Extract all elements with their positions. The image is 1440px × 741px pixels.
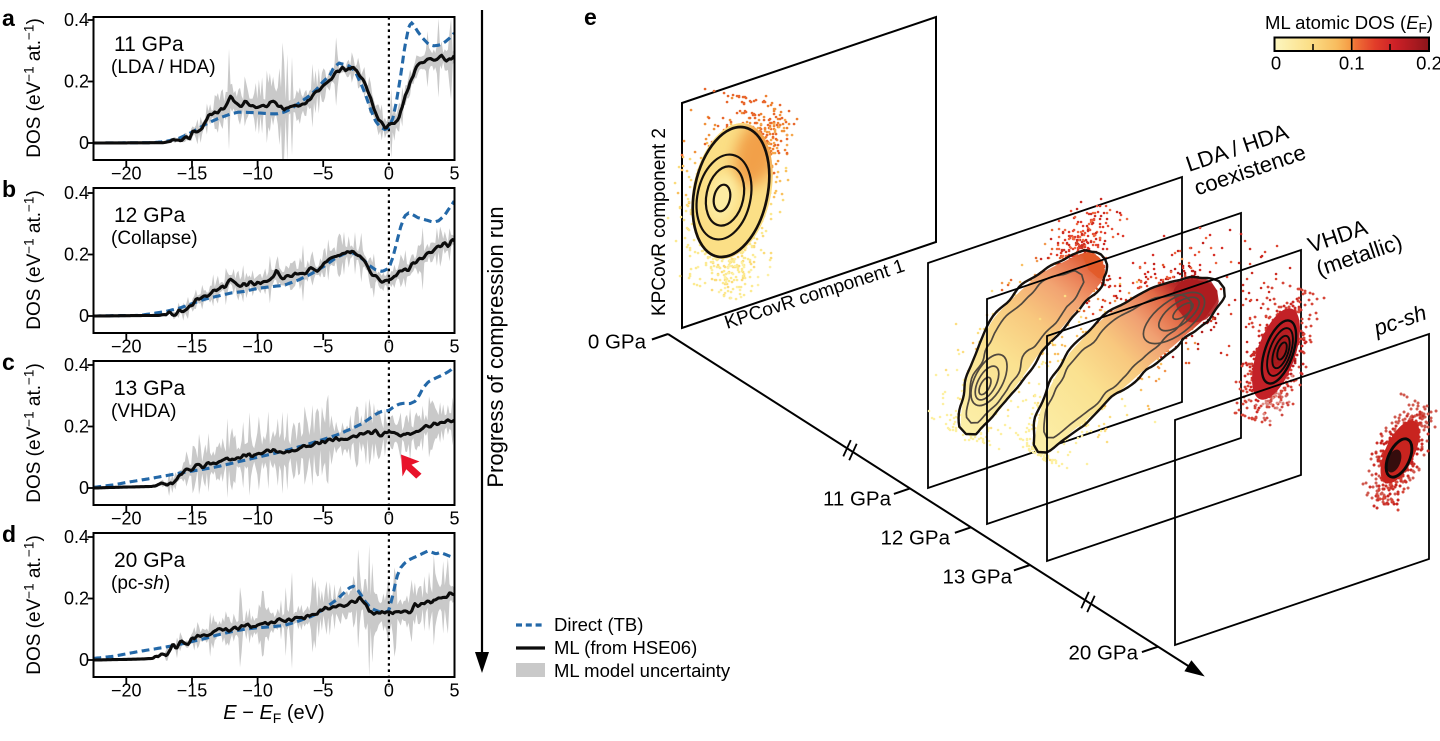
svg-text:0: 0	[1271, 53, 1281, 74]
svg-text:ML atomic DOS (EF): ML atomic DOS (EF)	[1265, 12, 1433, 36]
svg-text:13 GPa: 13 GPa	[942, 566, 1012, 589]
svg-text:DOS (eV−1 at.−1): DOS (eV−1 at.−1)	[22, 535, 46, 675]
svg-text:Direct (TB): Direct (TB)	[554, 614, 643, 635]
svg-text:DOS (eV−1 at.−1): DOS (eV−1 at.−1)	[22, 190, 46, 330]
svg-text:−10: −10	[242, 164, 273, 184]
svg-text:0: 0	[384, 164, 394, 184]
svg-text:0.4: 0.4	[64, 10, 89, 30]
svg-text:0.4: 0.4	[64, 527, 89, 547]
svg-text:−20: −20	[111, 681, 142, 701]
svg-text:−15: −15	[177, 681, 208, 701]
svg-text:0.4: 0.4	[64, 183, 89, 203]
svg-text:0: 0	[384, 337, 394, 357]
svg-text:DOS (eV−1 at.−1): DOS (eV−1 at.−1)	[22, 18, 46, 158]
svg-text:−5: −5	[313, 509, 334, 529]
svg-text:(pc-sh): (pc-sh)	[111, 573, 170, 594]
svg-text:5: 5	[449, 509, 459, 529]
svg-text:d: d	[2, 521, 16, 547]
svg-text:20 GPa: 20 GPa	[114, 549, 186, 572]
svg-text:(Collapse): (Collapse)	[111, 228, 198, 249]
svg-text:0.4: 0.4	[64, 355, 89, 375]
svg-text:11 GPa: 11 GPa	[114, 33, 184, 56]
svg-text:0.2: 0.2	[64, 72, 89, 92]
svg-text:(VHDA): (VHDA)	[111, 401, 176, 422]
svg-text:0: 0	[79, 478, 89, 498]
svg-text:DOS (eV−1 at.−1): DOS (eV−1 at.−1)	[22, 363, 46, 503]
svg-text:11 GPa: 11 GPa	[823, 488, 892, 511]
svg-text:0.2: 0.2	[64, 417, 89, 437]
svg-text:ML (from HSE06): ML (from HSE06)	[554, 637, 697, 658]
svg-text:c: c	[2, 349, 15, 375]
svg-text:−20: −20	[111, 337, 142, 357]
svg-text:12 GPa: 12 GPa	[880, 527, 950, 550]
svg-text:b: b	[2, 176, 16, 202]
svg-text:0: 0	[79, 306, 89, 326]
svg-text:5: 5	[449, 681, 459, 701]
svg-text:ML model uncertainty: ML model uncertainty	[554, 660, 731, 681]
svg-text:−5: −5	[313, 337, 334, 357]
svg-text:0.2: 0.2	[1416, 53, 1440, 74]
svg-text:−10: −10	[242, 509, 273, 529]
svg-text:0: 0	[384, 509, 394, 529]
svg-text:−5: −5	[313, 164, 334, 184]
svg-text:20 GPa: 20 GPa	[1068, 642, 1138, 665]
svg-text:−15: −15	[177, 164, 208, 184]
svg-text:−20: −20	[111, 164, 142, 184]
svg-text:−10: −10	[242, 681, 273, 701]
svg-text:5: 5	[449, 337, 459, 357]
svg-text:−5: −5	[313, 681, 334, 701]
svg-text:0.2: 0.2	[64, 589, 89, 609]
svg-text:E − EF (eV): E − EF (eV)	[223, 702, 324, 726]
svg-text:0.1: 0.1	[1339, 53, 1365, 74]
svg-text:0: 0	[79, 133, 89, 153]
svg-text:0: 0	[79, 650, 89, 670]
svg-text:Progress of compression run: Progress of compression run	[483, 206, 508, 487]
svg-text:0 GPa: 0 GPa	[588, 331, 647, 354]
svg-text:0.2: 0.2	[64, 245, 89, 265]
svg-text:−20: −20	[111, 509, 142, 529]
svg-text:a: a	[2, 5, 15, 31]
svg-text:−15: −15	[177, 509, 208, 529]
svg-text:e: e	[584, 4, 597, 30]
svg-text:−10: −10	[242, 337, 273, 357]
svg-text:KPCovR component 2: KPCovR component 2	[649, 128, 670, 316]
svg-text:0: 0	[384, 681, 394, 701]
svg-text:(LDA / HDA): (LDA / HDA)	[111, 57, 216, 78]
svg-text:−15: −15	[177, 337, 208, 357]
svg-text:12 GPa: 12 GPa	[114, 204, 186, 227]
svg-text:13 GPa: 13 GPa	[114, 377, 186, 400]
svg-text:5: 5	[449, 164, 459, 184]
